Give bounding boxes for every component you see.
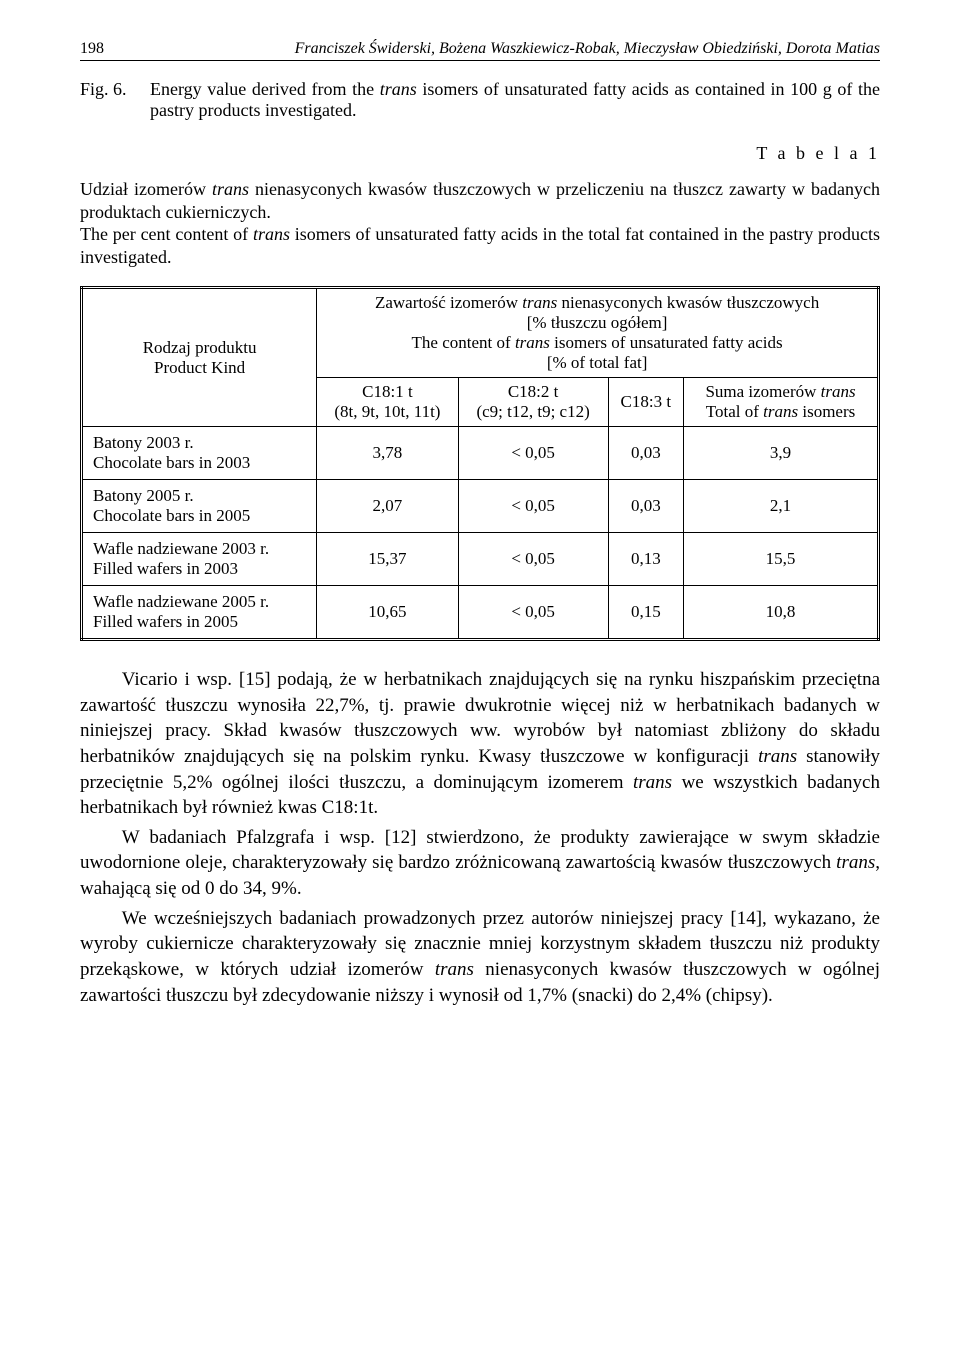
col4-ital2: trans <box>763 402 798 421</box>
row1-pl: Batony 2005 r. <box>93 486 194 505</box>
col4-en2: isomers <box>798 402 855 421</box>
superhead-pl-ital: trans <box>522 293 557 312</box>
caption-pl-a: Udział izomerów <box>80 179 212 199</box>
p1-ital1: trans <box>758 746 797 767</box>
page-number: 198 <box>80 40 104 58</box>
caption-pl-ital: trans <box>212 179 249 199</box>
row0-c3: 0,03 <box>608 427 683 480</box>
rowhead-en: Product Kind <box>154 358 245 377</box>
col2-bot: (c9; t12, t9; c12) <box>476 402 589 421</box>
table-row: Batony 2003 r. Chocolate bars in 2003 3,… <box>82 427 879 480</box>
figure-caption: Fig. 6. Energy value derived from the tr… <box>80 79 880 121</box>
col4-en: Total of <box>706 402 763 421</box>
row3-pl: Wafle nadziewane 2005 r. <box>93 592 269 611</box>
row1-c4: 2,1 <box>684 480 879 533</box>
row0-c4: 3,9 <box>684 427 879 480</box>
row3-c3: 0,15 <box>608 586 683 640</box>
superhead-en-b: isomers of unsaturated fatty acids <box>550 333 783 352</box>
col3-header: C18:3 t <box>608 378 683 427</box>
col1-bot: (8t, 9t, 10t, 11t) <box>334 402 440 421</box>
col4-pl: Suma izomerów <box>705 382 820 401</box>
body-paragraph-2: W badaniach Pfalzgrafa i wsp. [12] stwie… <box>80 825 880 902</box>
col1-top: C18:1 t <box>362 382 413 401</box>
col1-header: C18:1 t (8t, 9t, 10t, 11t) <box>317 378 458 427</box>
p1-ital2: trans <box>633 772 672 793</box>
rowhead-cell: Rodzaj produktu Product Kind <box>82 288 317 427</box>
row1-c3: 0,03 <box>608 480 683 533</box>
row0-pl: Batony 2003 r. <box>93 433 194 452</box>
figure-text: Energy value derived from the trans isom… <box>150 79 880 121</box>
figure-text-ital: trans <box>380 79 417 99</box>
row3-en: Filled wafers in 2005 <box>93 612 238 631</box>
superhead-pl-unit: [% tłuszczu ogółem] <box>527 313 668 332</box>
col4-header: Suma izomerów trans Total of trans isome… <box>684 378 879 427</box>
row0-c2: < 0,05 <box>458 427 608 480</box>
row0-en: Chocolate bars in 2003 <box>93 453 250 472</box>
table-row: Batony 2005 r. Chocolate bars in 2005 2,… <box>82 480 879 533</box>
superhead-pl-a: Zawartość izomerów <box>375 293 522 312</box>
table-row: Wafle nadziewane 2003 r. Filled wafers i… <box>82 533 879 586</box>
superhead-en-a: The content of <box>412 333 515 352</box>
row2-c4: 15,5 <box>684 533 879 586</box>
row1-en: Chocolate bars in 2005 <box>93 506 250 525</box>
row3-c1: 10,65 <box>317 586 458 640</box>
row-label: Batony 2005 r. Chocolate bars in 2005 <box>82 480 317 533</box>
row2-c2: < 0,05 <box>458 533 608 586</box>
rowhead-pl: Rodzaj produktu <box>143 338 257 357</box>
col2-top: C18:2 t <box>508 382 559 401</box>
row-label: Batony 2003 r. Chocolate bars in 2003 <box>82 427 317 480</box>
row2-pl: Wafle nadziewane 2003 r. <box>93 539 269 558</box>
header-authors: Franciszek Świderski, Bożena Waszkiewicz… <box>295 40 880 58</box>
superhead-pl-b: nienasyconych kwasów tłuszczowych <box>557 293 819 312</box>
row-label: Wafle nadziewane 2003 r. Filled wafers i… <box>82 533 317 586</box>
figure-label: Fig. 6. <box>80 79 150 121</box>
p3-ital1: trans <box>435 959 474 980</box>
caption-en-ital: trans <box>253 224 290 244</box>
body-paragraph-3: We wcześniejszych badaniach prowadzonych… <box>80 906 880 1009</box>
running-header: 198 Franciszek Świderski, Bożena Waszkie… <box>80 40 880 61</box>
table-row: Wafle nadziewane 2005 r. Filled wafers i… <box>82 586 879 640</box>
row3-c2: < 0,05 <box>458 586 608 640</box>
body-paragraph-1: Vicario i wsp. [15] podają, że w herbatn… <box>80 667 880 821</box>
caption-en-a: The per cent content of <box>80 224 253 244</box>
figure-text-a: Energy value derived from the <box>150 79 380 99</box>
row0-c1: 3,78 <box>317 427 458 480</box>
table-caption: Udział izomerów trans nienasyconych kwas… <box>80 178 880 268</box>
table-label: T a b e l a 1 <box>80 143 880 164</box>
super-header: Zawartość izomerów trans nienasyconych k… <box>317 288 879 378</box>
p2-ital: trans <box>836 852 875 873</box>
col4-ital1: trans <box>821 382 856 401</box>
row1-c1: 2,07 <box>317 480 458 533</box>
row2-c3: 0,13 <box>608 533 683 586</box>
col2-header: C18:2 t (c9; t12, t9; c12) <box>458 378 608 427</box>
row2-en: Filled wafers in 2003 <box>93 559 238 578</box>
row3-c4: 10,8 <box>684 586 879 640</box>
row1-c2: < 0,05 <box>458 480 608 533</box>
data-table: Rodzaj produktu Product Kind Zawartość i… <box>80 286 880 641</box>
row-label: Wafle nadziewane 2005 r. Filled wafers i… <box>82 586 317 640</box>
superhead-en-ital: trans <box>515 333 550 352</box>
superhead-en-unit: [% of total fat] <box>547 353 648 372</box>
row2-c1: 15,37 <box>317 533 458 586</box>
p2-a: W badaniach Pfalzgrafa i wsp. [12] stwie… <box>80 827 880 874</box>
